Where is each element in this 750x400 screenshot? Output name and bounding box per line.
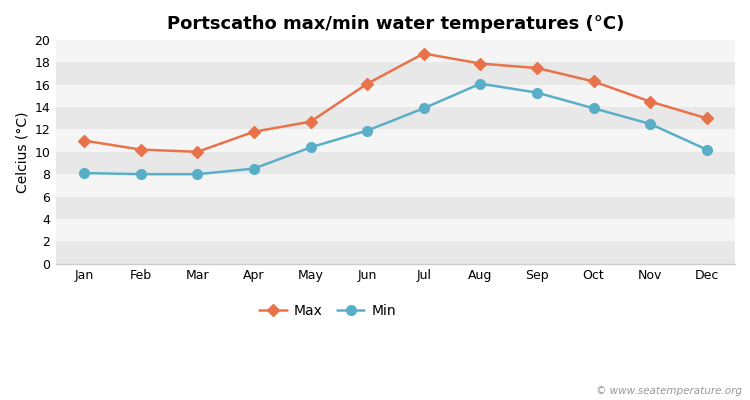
- Min: [702, 147, 711, 152]
- Line: Min: Min: [80, 79, 712, 179]
- Max: [532, 66, 542, 70]
- Max: [363, 81, 372, 86]
- Y-axis label: Celcius (°C): Celcius (°C): [15, 111, 29, 192]
- Legend: Max, Min: Max, Min: [254, 298, 401, 324]
- Bar: [56, 107, 735, 130]
- Bar: [56, 174, 735, 196]
- Max: [589, 79, 598, 84]
- Text: © www.seatemperature.org: © www.seatemperature.org: [596, 386, 742, 396]
- Min: [306, 145, 315, 150]
- Bar: [56, 62, 735, 85]
- Min: [136, 172, 146, 176]
- Min: [419, 106, 428, 111]
- Max: [646, 99, 655, 104]
- Bar: [56, 40, 735, 62]
- Max: [250, 129, 259, 134]
- Min: [476, 81, 484, 86]
- Min: [589, 106, 598, 111]
- Min: [532, 90, 542, 95]
- Bar: [56, 130, 735, 152]
- Min: [250, 166, 259, 171]
- Max: [419, 51, 428, 56]
- Line: Max: Max: [80, 49, 711, 156]
- Bar: [56, 85, 735, 107]
- Max: [193, 150, 202, 154]
- Bar: [56, 241, 735, 264]
- Min: [363, 128, 372, 133]
- Min: [646, 122, 655, 126]
- Bar: [56, 219, 735, 241]
- Min: [193, 172, 202, 176]
- Min: [80, 171, 88, 176]
- Max: [80, 138, 88, 143]
- Bar: [56, 196, 735, 219]
- Max: [476, 61, 484, 66]
- Max: [306, 119, 315, 124]
- Title: Portscatho max/min water temperatures (°C): Portscatho max/min water temperatures (°…: [166, 15, 624, 33]
- Max: [136, 147, 146, 152]
- Bar: [56, 152, 735, 174]
- Max: [702, 116, 711, 121]
